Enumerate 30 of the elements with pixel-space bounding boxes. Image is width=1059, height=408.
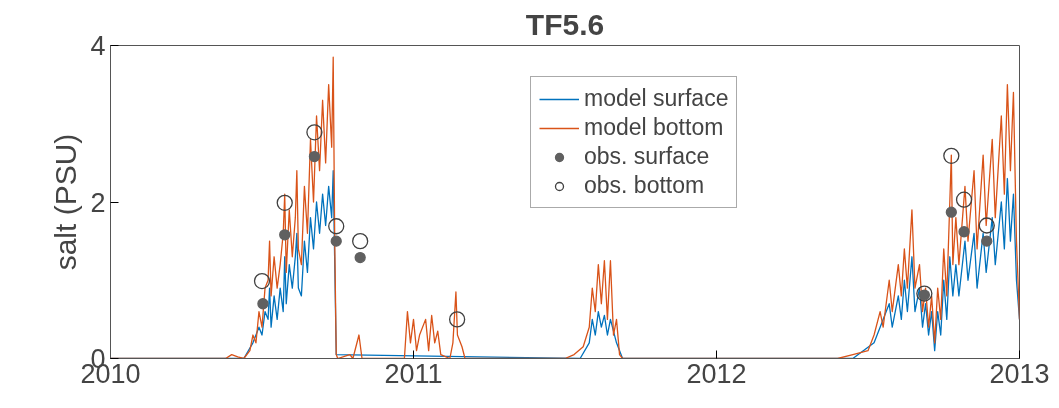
- point: [916, 285, 933, 302]
- point: [978, 217, 995, 234]
- y-axis-title: salt (PSU): [49, 133, 83, 271]
- point: [330, 235, 342, 247]
- point: [308, 150, 321, 163]
- point: [448, 311, 466, 328]
- point: [958, 226, 970, 238]
- point: [354, 251, 366, 264]
- chart-title: TF5.6: [525, 7, 605, 41]
- legend-label: model bottom: [584, 114, 724, 141]
- point: [918, 289, 931, 301]
- point: [306, 124, 323, 141]
- x-tick-label: 2013: [989, 358, 1050, 389]
- point: [279, 229, 291, 241]
- legend-label: obs. surface: [584, 143, 710, 170]
- y-tick-label: 2: [90, 187, 106, 218]
- point: [352, 232, 369, 250]
- point: [253, 272, 271, 290]
- point: [257, 298, 269, 310]
- point: [943, 147, 960, 164]
- point: [945, 206, 957, 218]
- point: [328, 218, 345, 235]
- legend-label: model surface: [584, 85, 729, 112]
- point: [276, 194, 293, 211]
- point: [955, 191, 973, 208]
- x-tick-label: 2012: [686, 358, 747, 389]
- legend-label: obs. bottom: [584, 172, 705, 199]
- y-tick-label: 4: [90, 31, 106, 61]
- point: [981, 235, 993, 247]
- x-tick-label: 2011: [384, 358, 443, 389]
